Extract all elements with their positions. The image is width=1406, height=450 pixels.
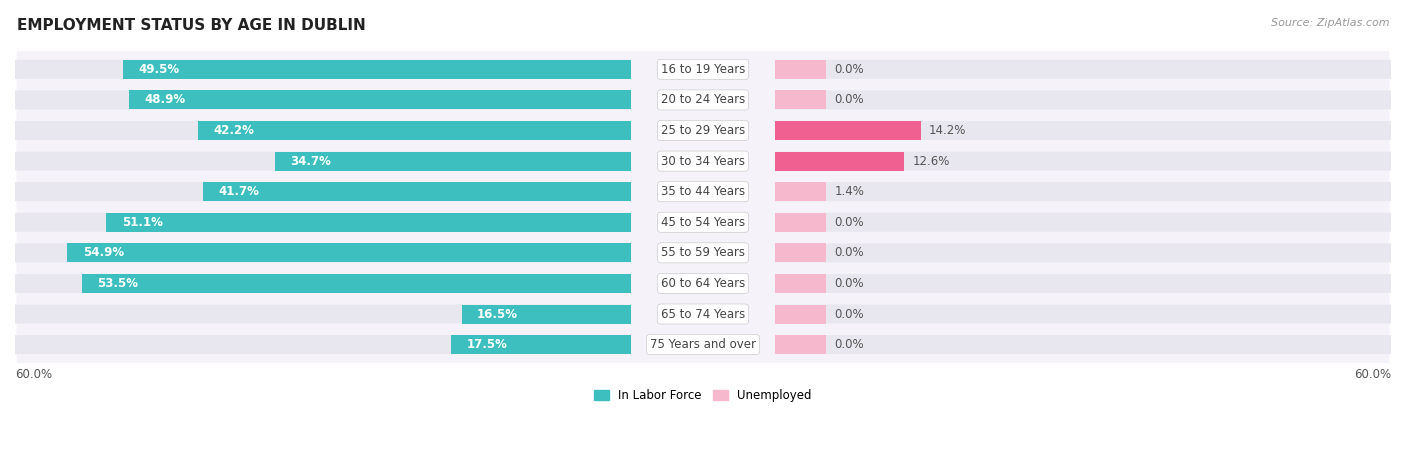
FancyBboxPatch shape xyxy=(775,335,1391,354)
Bar xyxy=(775,274,827,293)
Bar xyxy=(775,182,827,201)
Text: 54.9%: 54.9% xyxy=(83,246,124,259)
FancyBboxPatch shape xyxy=(15,182,631,201)
Bar xyxy=(775,121,921,140)
Text: 0.0%: 0.0% xyxy=(834,307,865,320)
FancyBboxPatch shape xyxy=(17,142,1389,180)
Text: 0.0%: 0.0% xyxy=(834,277,865,290)
Bar xyxy=(775,243,827,262)
Text: 16.5%: 16.5% xyxy=(477,307,517,320)
FancyBboxPatch shape xyxy=(775,60,1391,79)
Text: 1.4%: 1.4% xyxy=(834,185,865,198)
Text: 60 to 64 Years: 60 to 64 Years xyxy=(661,277,745,290)
Text: 60.0%: 60.0% xyxy=(1354,369,1391,382)
Text: 0.0%: 0.0% xyxy=(834,246,865,259)
FancyBboxPatch shape xyxy=(15,213,631,232)
Text: 16 to 19 Years: 16 to 19 Years xyxy=(661,63,745,76)
Text: 25 to 29 Years: 25 to 29 Years xyxy=(661,124,745,137)
Bar xyxy=(775,152,904,171)
Bar xyxy=(775,213,827,232)
FancyBboxPatch shape xyxy=(775,274,1391,293)
FancyBboxPatch shape xyxy=(15,60,631,79)
Bar xyxy=(451,335,631,354)
Text: 65 to 74 Years: 65 to 74 Years xyxy=(661,307,745,320)
Bar xyxy=(775,90,827,109)
FancyBboxPatch shape xyxy=(17,112,1389,149)
Text: Source: ZipAtlas.com: Source: ZipAtlas.com xyxy=(1271,18,1389,28)
FancyBboxPatch shape xyxy=(17,265,1389,302)
Bar xyxy=(775,305,827,324)
FancyBboxPatch shape xyxy=(15,243,631,262)
Text: 20 to 24 Years: 20 to 24 Years xyxy=(661,94,745,107)
Text: 41.7%: 41.7% xyxy=(218,185,259,198)
FancyBboxPatch shape xyxy=(775,90,1391,109)
Text: 0.0%: 0.0% xyxy=(834,94,865,107)
FancyBboxPatch shape xyxy=(775,121,1391,140)
Text: 35 to 44 Years: 35 to 44 Years xyxy=(661,185,745,198)
FancyBboxPatch shape xyxy=(17,173,1389,211)
Text: 55 to 59 Years: 55 to 59 Years xyxy=(661,246,745,259)
Bar xyxy=(107,213,631,232)
Text: 60.0%: 60.0% xyxy=(15,369,52,382)
FancyBboxPatch shape xyxy=(15,121,631,140)
Text: 49.5%: 49.5% xyxy=(138,63,180,76)
Text: 51.1%: 51.1% xyxy=(122,216,163,229)
Text: 34.7%: 34.7% xyxy=(290,155,330,167)
Bar xyxy=(461,305,631,324)
FancyBboxPatch shape xyxy=(17,203,1389,241)
Text: 0.0%: 0.0% xyxy=(834,216,865,229)
Text: 30 to 34 Years: 30 to 34 Years xyxy=(661,155,745,167)
FancyBboxPatch shape xyxy=(775,152,1391,171)
FancyBboxPatch shape xyxy=(15,274,631,293)
Bar xyxy=(202,182,631,201)
FancyBboxPatch shape xyxy=(775,243,1391,262)
Text: 53.5%: 53.5% xyxy=(97,277,138,290)
FancyBboxPatch shape xyxy=(17,81,1389,119)
Text: 14.2%: 14.2% xyxy=(929,124,966,137)
FancyBboxPatch shape xyxy=(17,50,1389,88)
Text: EMPLOYMENT STATUS BY AGE IN DUBLIN: EMPLOYMENT STATUS BY AGE IN DUBLIN xyxy=(17,18,366,33)
Text: 45 to 54 Years: 45 to 54 Years xyxy=(661,216,745,229)
Text: 0.0%: 0.0% xyxy=(834,63,865,76)
Bar xyxy=(129,90,631,109)
Legend: In Labor Force, Unemployed: In Labor Force, Unemployed xyxy=(589,385,817,407)
FancyBboxPatch shape xyxy=(775,305,1391,324)
Bar xyxy=(82,274,631,293)
FancyBboxPatch shape xyxy=(775,182,1391,201)
Bar xyxy=(67,243,631,262)
FancyBboxPatch shape xyxy=(15,305,631,324)
Bar xyxy=(198,121,631,140)
Bar xyxy=(775,60,827,79)
Text: 75 Years and over: 75 Years and over xyxy=(650,338,756,351)
Bar xyxy=(274,152,631,171)
Bar xyxy=(122,60,631,79)
FancyBboxPatch shape xyxy=(17,295,1389,333)
Text: 42.2%: 42.2% xyxy=(214,124,254,137)
FancyBboxPatch shape xyxy=(15,152,631,171)
FancyBboxPatch shape xyxy=(775,213,1391,232)
FancyBboxPatch shape xyxy=(15,90,631,109)
FancyBboxPatch shape xyxy=(15,335,631,354)
Bar xyxy=(775,335,827,354)
FancyBboxPatch shape xyxy=(17,234,1389,272)
Text: 17.5%: 17.5% xyxy=(467,338,508,351)
Text: 48.9%: 48.9% xyxy=(145,94,186,107)
Text: 0.0%: 0.0% xyxy=(834,338,865,351)
FancyBboxPatch shape xyxy=(17,326,1389,364)
Text: 12.6%: 12.6% xyxy=(912,155,950,167)
